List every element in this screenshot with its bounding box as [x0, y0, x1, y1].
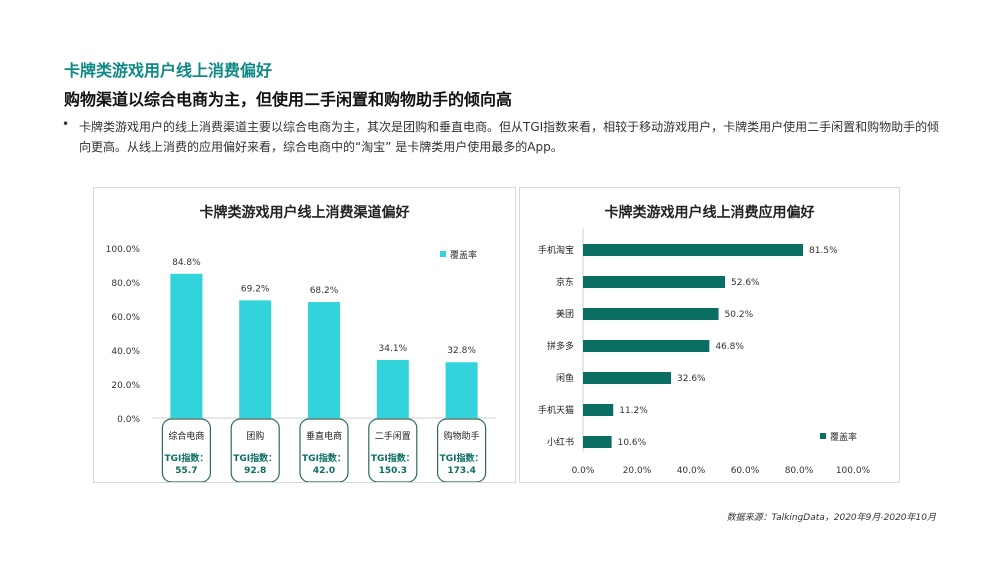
app-chart-svg: 手机淘宝 81.5% 京东 52.6% 美团 50.2% 拼多多 46.8% 闲鱼 32.6% 手机… [538, 228, 871, 476]
summary-text: 卡牌类游戏用户的线上消费渠道主要以综合电商为主，其次是团购和垂直电商。但从TGI… [79, 120, 940, 154]
category-box [230, 418, 280, 482]
bar [308, 302, 340, 418]
bar [583, 244, 804, 256]
channel-preference-chart: 卡牌类游戏用户线上消费渠道偏好 0.0% 20.0% 40.0% 60.0% 80.0%… [93, 187, 516, 483]
x-tick-label: 20.0% [623, 466, 652, 476]
channel-chart-svg: 0.0% 20.0% 40.0% 60.0% 80.0% 100.0% 84.8% 综合电商 T… [106, 245, 496, 482]
category-label: 美团 [556, 308, 574, 320]
bar [170, 273, 203, 418]
bar-value-label: 52.6% [731, 278, 760, 288]
legend-swatch [440, 251, 446, 257]
x-tick-label: 80.0% [785, 466, 814, 476]
x-tick-label: 100.0% [836, 466, 871, 476]
bar [239, 300, 272, 418]
bar [583, 308, 719, 320]
y-tick-label: 20.0% [111, 381, 140, 391]
category-label: 闲鱼 [556, 372, 574, 384]
bar-value-label: 10.6% [618, 438, 647, 448]
legend-swatch [820, 433, 826, 439]
category-label: 垂直电商 [306, 430, 342, 442]
category-box [161, 418, 211, 482]
y-tick-label: 40.0% [111, 347, 140, 357]
bar-value-label: 68.2% [310, 286, 339, 296]
bar-value-label: 84.8% [172, 258, 201, 268]
tgi-label: TGI指数： [440, 452, 484, 464]
bar-value-label: 32.8% [447, 346, 476, 356]
tgi-value: 150.3 [379, 466, 407, 476]
bar [376, 360, 409, 418]
bar-value-label: 32.6% [677, 374, 706, 384]
y-tick-label: 60.0% [111, 313, 140, 323]
category-box [299, 418, 349, 482]
category-label: 手机淘宝 [538, 244, 574, 256]
bar [583, 340, 710, 352]
data-source: 数据来源：TalkingData，2020年9月-2020年10月 [726, 513, 936, 523]
tgi-value: 55.7 [175, 466, 197, 476]
bar [583, 372, 672, 384]
bar-value-label: 81.5% [809, 246, 838, 256]
category-label: 购物助手 [444, 430, 480, 442]
chart-title: 卡牌类游戏用户线上消费应用偏好 [604, 205, 815, 221]
bullet-marker: • [62, 117, 70, 131]
category-label: 小红书 [547, 436, 574, 448]
tgi-label: TGI指数： [302, 452, 346, 464]
category-label: 拼多多 [547, 340, 574, 352]
category-label: 京东 [556, 276, 574, 288]
tgi-label: TGI指数： [164, 452, 208, 464]
bar-value-label: 50.2% [725, 310, 754, 320]
bar-value-label: 69.2% [241, 284, 270, 294]
category-box [368, 418, 418, 482]
tgi-value: 42.0 [313, 466, 335, 476]
bar [583, 404, 614, 416]
category-label: 综合电商 [168, 430, 204, 442]
bar-value-label: 46.8% [715, 342, 744, 352]
category-label: 团购 [246, 430, 264, 442]
category-box [437, 418, 487, 482]
bar [583, 436, 612, 448]
bar-value-label: 34.1% [379, 344, 408, 354]
tgi-value: 173.4 [447, 466, 475, 476]
tgi-value: 92.8 [244, 466, 266, 476]
y-tick-label: 100.0% [106, 245, 141, 255]
category-label: 手机天猫 [538, 404, 574, 416]
chart-title: 卡牌类游戏用户线上消费渠道偏好 [199, 205, 410, 221]
x-tick-label: 40.0% [677, 466, 706, 476]
bar [445, 362, 478, 418]
tgi-label: TGI指数： [233, 452, 277, 464]
y-tick-label: 0.0% [117, 415, 140, 425]
x-tick-label: 60.0% [731, 466, 760, 476]
x-tick-label: 0.0% [572, 466, 595, 476]
bar [583, 276, 726, 288]
tgi-label: TGI指数： [371, 452, 415, 464]
app-preference-chart: 卡牌类游戏用户线上消费应用偏好 手机淘宝 81.5% 京东 52.6% 美团 50.2% 拼… [519, 187, 900, 483]
category-label: 二手闲置 [375, 430, 411, 442]
page-subtitle: 购物渠道以综合电商为主，但使用二手闲置和购物助手的倾向高 [64, 90, 513, 109]
page-title: 卡牌类游戏用户线上消费偏好 [64, 61, 273, 80]
y-tick-label: 80.0% [111, 279, 140, 289]
legend-label: 覆盖率 [830, 431, 857, 443]
bar-value-label: 11.2% [619, 406, 648, 416]
legend-label: 覆盖率 [450, 249, 477, 261]
